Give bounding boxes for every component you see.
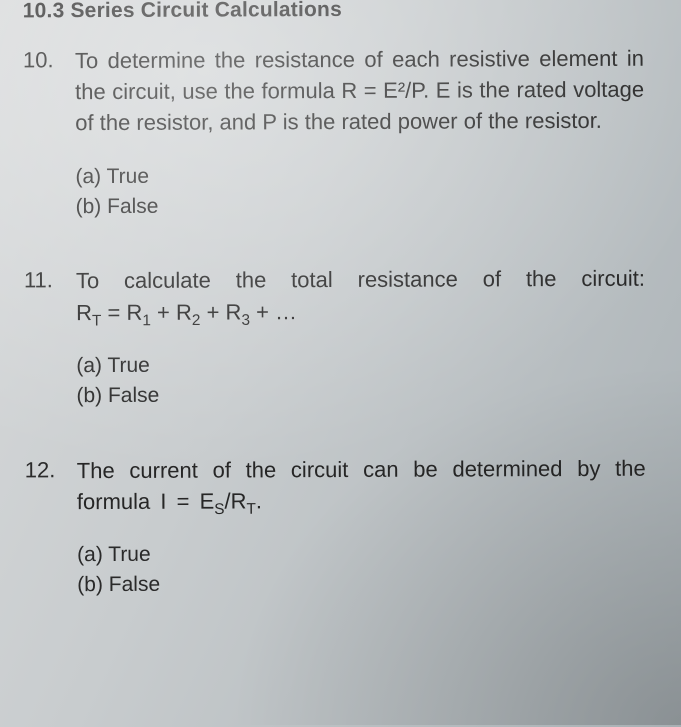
option-b[interactable]: (b) False xyxy=(77,569,646,600)
question-text-pre: To calculate the total resistance of the… xyxy=(76,266,645,293)
option-b[interactable]: (b) False xyxy=(76,380,645,411)
question-number: 12. xyxy=(25,455,77,483)
options: (a) True (b) False xyxy=(76,350,645,411)
question-11: 11. To calculate the total resistance of… xyxy=(24,263,646,411)
options: (a) True (b) False xyxy=(77,539,646,600)
question-12: 12. The current of the circuit can be de… xyxy=(25,452,647,600)
option-a[interactable]: (a) True xyxy=(77,539,646,570)
question-row: 12. The current of the circuit can be de… xyxy=(25,452,646,517)
question-formula: R = E²/P xyxy=(341,78,423,103)
option-a[interactable]: (a) True xyxy=(76,350,645,381)
question-row: 11. To calculate the total resistance of… xyxy=(24,263,645,328)
question-text: To calculate the total resistance of the… xyxy=(76,263,645,328)
question-text: The current of the circuit can be determ… xyxy=(77,452,646,517)
section-header: 10.3 Series Circuit Calculations xyxy=(23,0,644,23)
options: (a) True (b) False xyxy=(75,160,644,221)
question-formula: RT = R1 + R2 + R3 + … xyxy=(76,299,297,325)
question-row: 10. To determine the resistance of each … xyxy=(23,43,644,139)
question-formula: I = ES/RT xyxy=(160,488,256,513)
question-text-post: . xyxy=(256,488,262,513)
page: 10.3 Series Circuit Calculations 10. To … xyxy=(0,0,681,600)
question-text: To determine the resistance of each resi… xyxy=(75,43,644,139)
question-number: 11. xyxy=(24,266,76,294)
question-number: 10. xyxy=(23,45,75,73)
option-a[interactable]: (a) True xyxy=(75,160,644,191)
option-b[interactable]: (b) False xyxy=(76,191,645,222)
question-10: 10. To determine the resistance of each … xyxy=(23,43,645,222)
